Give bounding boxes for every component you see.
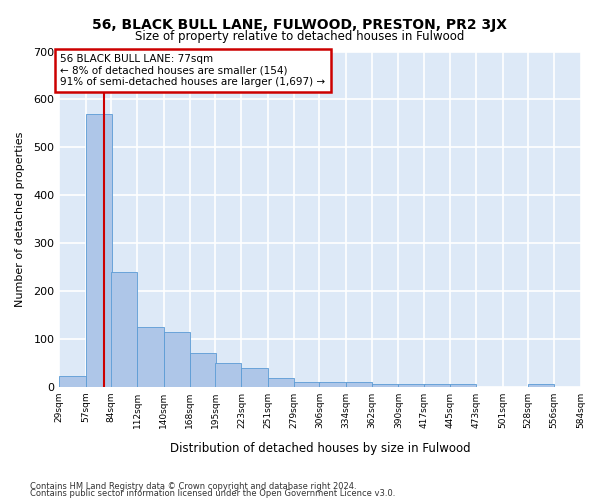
Text: Contains public sector information licensed under the Open Government Licence v3: Contains public sector information licen… <box>30 489 395 498</box>
Text: Size of property relative to detached houses in Fulwood: Size of property relative to detached ho… <box>136 30 464 43</box>
Bar <box>164 332 190 387</box>
Bar <box>450 384 476 387</box>
Bar <box>137 327 164 387</box>
Text: Contains HM Land Registry data © Crown copyright and database right 2024.: Contains HM Land Registry data © Crown c… <box>30 482 356 491</box>
Bar <box>372 384 398 387</box>
X-axis label: Distribution of detached houses by size in Fulwood: Distribution of detached houses by size … <box>170 442 470 455</box>
Text: 56, BLACK BULL LANE, FULWOOD, PRESTON, PR2 3JX: 56, BLACK BULL LANE, FULWOOD, PRESTON, P… <box>92 18 508 32</box>
Bar <box>528 384 554 387</box>
Bar <box>111 272 137 387</box>
Bar <box>346 382 372 387</box>
Bar <box>190 354 216 387</box>
Bar <box>398 384 425 387</box>
Bar <box>86 114 112 387</box>
Bar <box>424 384 450 387</box>
Bar <box>241 368 268 387</box>
Bar <box>319 382 346 387</box>
Bar <box>215 363 241 387</box>
Y-axis label: Number of detached properties: Number of detached properties <box>15 132 25 307</box>
Bar <box>294 382 320 387</box>
Bar <box>268 378 294 387</box>
Text: 56 BLACK BULL LANE: 77sqm
← 8% of detached houses are smaller (154)
91% of semi-: 56 BLACK BULL LANE: 77sqm ← 8% of detach… <box>60 54 325 87</box>
Bar <box>59 376 86 387</box>
